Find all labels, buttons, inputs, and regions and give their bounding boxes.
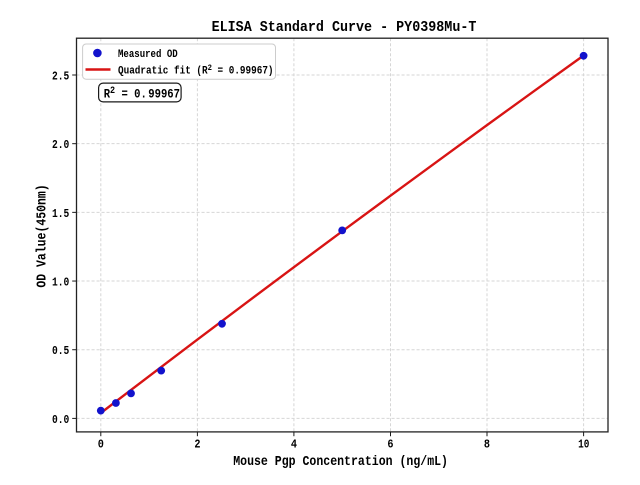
svg-text:Quadratic fit (R2 = 0.99967): Quadratic fit (R2 = 0.99967) (118, 64, 274, 78)
svg-text:1.5: 1.5 (52, 208, 69, 221)
svg-text:6: 6 (387, 439, 393, 452)
svg-text:Mouse Pgp Concentration (ng/mL: Mouse Pgp Concentration (ng/mL) (233, 453, 448, 469)
svg-text:R2 = 0.99967: R2 = 0. 99967 (104, 84, 180, 101)
svg-text:2: 2 (194, 439, 200, 452)
svg-text:OD Value(450nm): OD Value(450nm) (33, 184, 49, 287)
svg-text:Measured OD: Measured OD (118, 48, 178, 61)
svg-text:2.0: 2.0 (52, 139, 69, 152)
svg-text:0.0: 0.0 (52, 414, 69, 427)
svg-text:0.5: 0.5 (52, 345, 69, 358)
svg-text:4: 4 (291, 439, 297, 452)
svg-text:2.5: 2.5 (52, 71, 69, 84)
svg-text:1.0: 1.0 (52, 277, 69, 290)
svg-text:8: 8 (484, 439, 490, 452)
svg-text:10: 10 (578, 439, 589, 452)
svg-text:ELISA Standard Curve - PY0398M: ELISA Standard Curve - PY0398Mu-T (212, 19, 477, 36)
svg-text:0: 0 (98, 439, 104, 452)
